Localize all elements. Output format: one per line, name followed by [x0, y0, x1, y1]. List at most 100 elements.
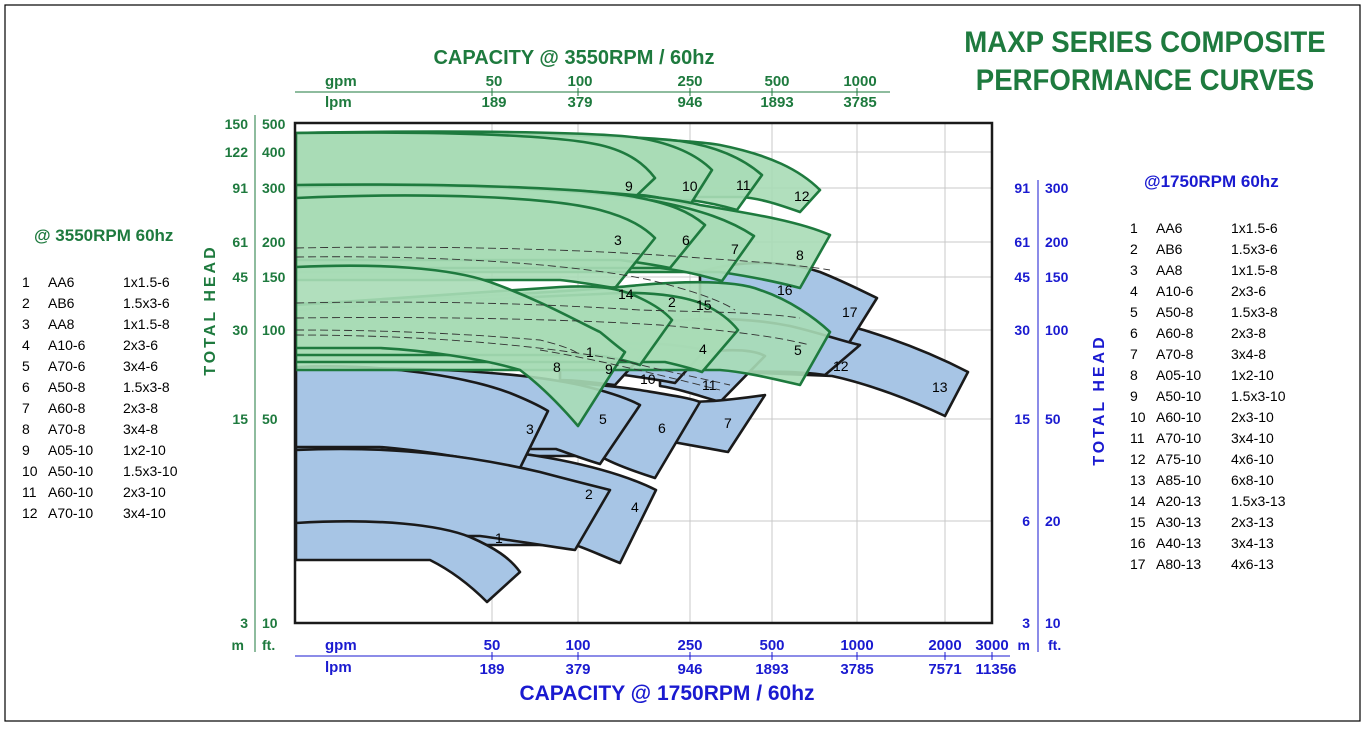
row-number: 7	[22, 400, 30, 416]
bottom-gpm-tick: 50	[484, 637, 501, 654]
curve-label: 2	[668, 294, 676, 310]
left-tick-ft: 200	[262, 234, 286, 250]
pump-size: 1.5x3-8	[123, 379, 170, 395]
curve-3550-1	[295, 264, 627, 428]
top-gpm-tick: 500	[764, 73, 789, 90]
row-number: 5	[1130, 304, 1138, 320]
model-name: A70-8	[48, 421, 86, 437]
row-number: 12	[22, 505, 38, 521]
dashed-curves	[295, 246, 831, 391]
right-tick-ft: 20	[1045, 513, 1061, 529]
bottom-lpm-tick: 7571	[928, 661, 961, 678]
table-row: 6 A60-8 2x3-8	[1130, 323, 1301, 344]
bottom-lpm-label: lpm	[325, 659, 352, 676]
left-axis-labels: 150 500 122 400 91 300 61 200 45 150 30 …	[225, 116, 286, 653]
curve-label: 6	[658, 420, 666, 436]
right-model-table: 1 AA6 1x1.5-6 2 AB6 1.5x3-6 3 AA8 1x1.5-8 4 A10-6 2…	[1130, 218, 1301, 575]
curve-label: 1	[586, 344, 594, 360]
left-tick-m: 30	[232, 322, 248, 338]
curve-label: 7	[724, 415, 732, 431]
curve-label: 16	[777, 282, 793, 298]
table-row: 10 A60-10 2x3-10	[1130, 407, 1301, 428]
model-name: A20-13	[1156, 493, 1202, 509]
model-name: AA8	[48, 316, 75, 332]
model-name: AA6	[48, 274, 75, 290]
pump-size: 2x3-8	[1231, 325, 1267, 341]
bottom-axis-title: CAPACITY @ 1750RPM / 60hz	[519, 682, 814, 705]
pump-size: 2x3-6	[1231, 283, 1267, 299]
bottom-gpm-label: gpm	[325, 637, 357, 654]
pump-size: 2x3-8	[123, 400, 159, 416]
curve-label: 11	[702, 377, 717, 393]
model-name: A60-10	[1156, 409, 1202, 425]
left-tick-m: 122	[225, 144, 249, 160]
table-row: 2 AB6 1.5x3-6	[1130, 239, 1301, 260]
bottom-axis-labels: gpm lpm 50 100 250 500 1000 2000 3000 18…	[325, 637, 1016, 678]
bottom-lpm-tick: 379	[565, 661, 590, 678]
model-name: A70-8	[1156, 346, 1194, 362]
table-row: 11 A60-10 2x3-10	[22, 482, 193, 503]
model-name: A50-10	[1156, 388, 1202, 404]
left-tick-ft: 100	[262, 322, 286, 338]
curve-label: 10	[682, 178, 698, 194]
right-tick-m: 45	[1014, 269, 1030, 285]
left-axis-title: TOTAL HEAD	[202, 244, 219, 375]
curve-label: 11	[736, 177, 751, 193]
pump-size: 1.5x3-6	[1231, 241, 1278, 257]
row-number: 8	[22, 421, 30, 437]
main-title-line: MAXP SERIES COMPOSITE	[964, 26, 1326, 59]
table-row: 8 A70-8 3x4-8	[22, 419, 193, 440]
curve-label: 17	[842, 304, 858, 320]
row-number: 3	[1130, 262, 1138, 278]
curve-label: 7	[731, 241, 739, 257]
bottom-lpm-tick: 3785	[840, 661, 873, 678]
right-tick-ft: 100	[1045, 322, 1069, 338]
table-row: 12 A70-10 3x4-10	[22, 503, 193, 524]
model-name: A70-6	[48, 358, 86, 374]
curve-label: 4	[631, 499, 639, 515]
pump-size: 3x4-8	[123, 421, 159, 437]
curve-label: 8	[553, 359, 561, 375]
table-row: 16 A40-13 3x4-13	[1130, 533, 1301, 554]
row-number: 17	[1130, 556, 1146, 572]
left-tick-ft: 500	[262, 116, 286, 132]
pump-size: 3x4-13	[1231, 535, 1274, 551]
right-unit-m: m	[1018, 637, 1030, 653]
bottom-lpm-tick: 1893	[755, 661, 788, 678]
model-name: A85-10	[1156, 472, 1202, 488]
top-lpm-tick: 379	[567, 94, 592, 111]
row-number: 7	[1130, 346, 1138, 362]
bottom-lpm-tick: 11356	[976, 661, 1017, 678]
curve-label: 8	[796, 247, 804, 263]
curve-label: 3	[526, 421, 534, 437]
curve-label: 4	[699, 341, 707, 357]
left-tick-ft: 50	[262, 411, 278, 427]
table-row: 12 A75-10 4x6-10	[1130, 449, 1301, 470]
right-tick-ft: 50	[1045, 411, 1061, 427]
table-row: 14 A20-13 1.5x3-13	[1130, 491, 1301, 512]
left-tick-ft: 400	[262, 144, 286, 160]
pump-size: 3x4-10	[1231, 430, 1274, 446]
right-tick-m: 30	[1014, 322, 1030, 338]
table-row: 4 A10-6 2x3-6	[22, 335, 193, 356]
left-model-table: 1 AA6 1x1.5-6 2 AB6 1.5x3-6 3 AA8 1x1.5-8 4 A10-6 2…	[22, 272, 193, 524]
table-row: 17 A80-13 4x6-13	[1130, 554, 1301, 575]
model-name: A75-10	[1156, 451, 1202, 467]
curve-label: 3	[614, 232, 622, 248]
pump-size: 3x4-6	[123, 358, 159, 374]
table-row: 15 A30-13 2x3-13	[1130, 512, 1301, 533]
model-name: A05-10	[48, 442, 94, 458]
pump-size: 1x1.5-6	[123, 274, 170, 290]
curve-label: 12	[794, 188, 810, 204]
right-table-title: @1750RPM 60hz	[1144, 172, 1279, 191]
row-number: 8	[1130, 367, 1138, 383]
top-axis-title: CAPACITY @ 3550RPM / 60hz	[433, 47, 714, 69]
curve-label: 10	[640, 371, 656, 387]
row-number: 9	[22, 442, 30, 458]
right-tick-m: 3	[1022, 615, 1030, 631]
left-tick-ft: 10	[262, 615, 278, 631]
row-number: 4	[1130, 283, 1138, 299]
table-row: 4 A10-6 2x3-6	[1130, 281, 1301, 302]
left-tick-m: 45	[232, 269, 248, 285]
left-tick-m: 61	[232, 234, 248, 250]
